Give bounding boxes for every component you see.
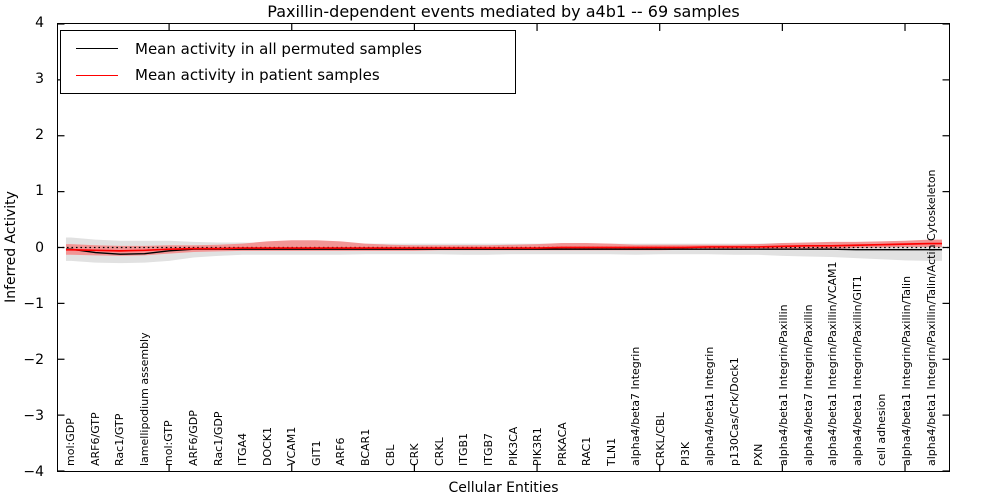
chart-canvas (58, 24, 949, 471)
y-tick-label: −4 (23, 464, 44, 480)
legend-box: Mean activity in all permuted samples Me… (60, 30, 516, 94)
legend-item-permuted: Mean activity in all permuted samples (61, 40, 515, 58)
legend-label-patient: Mean activity in patient samples (135, 66, 380, 85)
plot-area (57, 23, 950, 472)
y-tick-label: 1 (35, 183, 44, 200)
legend-label-permuted: Mean activity in all permuted samples (135, 39, 422, 58)
y-tick-label: 2 (35, 127, 44, 144)
y-tick-label: 3 (35, 71, 44, 88)
legend-line-red (76, 74, 118, 76)
y-tick-labels: 4 3 2 1 0 −1 −2 −3 −4 (0, 16, 52, 479)
legend-line-black (76, 48, 118, 50)
y-tick-label: −1 (23, 295, 44, 312)
y-tick-label: 4 (35, 15, 44, 31)
y-tick-label: −3 (23, 407, 44, 424)
legend-item-patient: Mean activity in patient samples (61, 66, 515, 84)
y-tick-label: −2 (23, 351, 44, 368)
x-axis-label: Cellular Entities (448, 480, 559, 496)
y-tick-label: 0 (35, 239, 44, 256)
chart-title: Paxillin-dependent events mediated by a4… (267, 2, 740, 21)
